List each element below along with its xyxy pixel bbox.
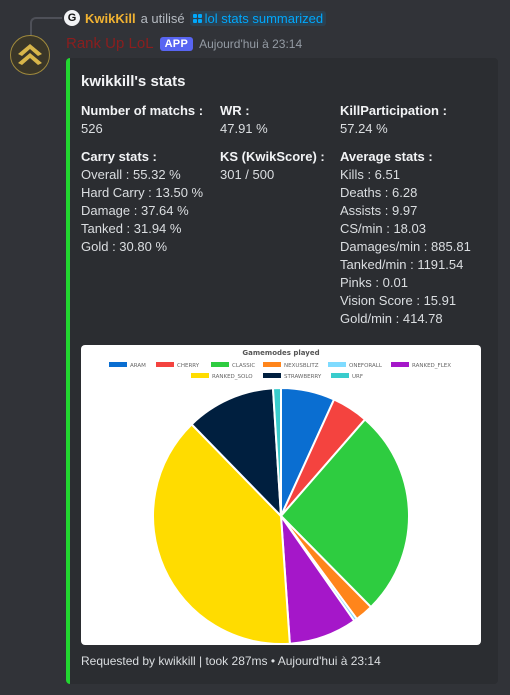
field-matches-value: 526 xyxy=(81,121,103,136)
field-wr-name: WR : xyxy=(220,103,250,118)
field-kp: KillParticipation : 57.24 % xyxy=(340,102,447,138)
field-average: Average stats : Kills : 6.51 Deaths : 6.… xyxy=(340,148,471,328)
legend-label: CLASSIC xyxy=(232,363,255,369)
app-badge: APP xyxy=(159,36,194,51)
gamemodes-pie-chart: Gamemodes played ARAM CHERRY CLASSIC NEXUSB… xyxy=(109,349,451,645)
legend-entry: STRAWBERRY xyxy=(263,373,322,380)
legend-swatch xyxy=(211,362,229,367)
legend-label: RANKED_SOLO xyxy=(212,374,253,380)
field-average-name: Average stats : xyxy=(340,149,433,164)
pie-slice-urf xyxy=(271,386,282,517)
reply-preview[interactable]: G KwikKill a utilisé lol stats summarize… xyxy=(64,9,327,27)
legend-swatch xyxy=(156,362,174,367)
carry-line: Overall : 55.32 % xyxy=(81,167,181,182)
field-carry-name: Carry stats : xyxy=(81,149,157,164)
chart-legend: ARAM CHERRY CLASSIC NEXUSBLITZ ONEFORALL RANK… xyxy=(109,362,451,380)
slash-command-link[interactable]: lol stats summarized xyxy=(189,10,327,26)
field-wr: WR : 47.91 % xyxy=(220,102,268,138)
legend-entry: CHERRY xyxy=(156,362,200,369)
carry-line: Hard Carry : 13.50 % xyxy=(81,185,204,200)
legend-entry: CLASSIC xyxy=(211,362,255,369)
reply-avatar[interactable]: G xyxy=(64,10,80,26)
bot-username[interactable]: Rank Up LoL xyxy=(66,35,154,52)
embed-footer: Requested by kwikkill | took 287ms • Auj… xyxy=(81,654,381,668)
avg-line: Gold/min : 414.78 xyxy=(340,311,443,326)
avg-line: CS/min : 18.03 xyxy=(340,221,426,236)
avg-line: Deaths : 6.28 xyxy=(340,185,418,200)
legend-label: STRAWBERRY xyxy=(284,374,322,380)
legend-entry: RANKED_SOLO xyxy=(191,373,253,380)
pie-slices xyxy=(152,386,410,645)
legend-swatch xyxy=(263,362,281,367)
reply-action-text: a utilisé xyxy=(140,10,185,26)
field-kp-value: 57.24 % xyxy=(340,121,388,136)
pie-slice-classic xyxy=(279,418,410,609)
avg-line: Damages/min : 885.81 xyxy=(340,239,471,254)
avg-line: Tanked/min : 1191.54 xyxy=(340,257,464,272)
field-wr-value: 47.91 % xyxy=(220,121,268,136)
reply-connector xyxy=(30,17,62,37)
command-name[interactable]: lol stats summarized xyxy=(204,10,324,26)
legend-label: CHERRY xyxy=(177,363,200,369)
legend-swatch xyxy=(263,373,281,378)
carry-line: Gold : 30.80 % xyxy=(81,239,167,254)
legend-entry: RANKED_FLEX xyxy=(391,362,451,369)
avg-line: Vision Score : 15.91 xyxy=(340,293,457,308)
field-matches: Number of matchs : 526 xyxy=(81,102,203,138)
reply-username[interactable]: KwikKill xyxy=(85,10,136,26)
message-header: Rank Up LoL APP Aujourd'hui à 23:14 xyxy=(66,35,302,52)
legend-swatch xyxy=(328,362,346,367)
rank-emblem-icon xyxy=(18,44,42,65)
field-carry: Carry stats : Overall : 55.32 % Hard Car… xyxy=(81,148,203,256)
legend-label: ARAM xyxy=(130,363,146,369)
carry-line: Tanked : 31.94 % xyxy=(81,221,182,236)
chart-title: Gamemodes played xyxy=(242,349,319,357)
legend-entry: ONEFORALL xyxy=(328,362,383,369)
avg-line: Assists : 9.97 xyxy=(340,203,418,218)
stats-embed: kwikkill's stats Number of matchs : 526 … xyxy=(66,58,498,684)
avg-line: Kills : 6.51 xyxy=(340,167,400,182)
field-matches-name: Number of matchs : xyxy=(81,103,204,118)
pie-slice-strawberry xyxy=(190,387,283,519)
legend-entry: NEXUSBLITZ xyxy=(263,362,319,369)
legend-label: NEXUSBLITZ xyxy=(284,363,319,369)
field-ks-value: 301 / 500 xyxy=(220,167,275,182)
gamemodes-chart-image[interactable]: Gamemodes played ARAM CHERRY CLASSIC NEXUSB… xyxy=(81,345,481,645)
legend-entry: URF xyxy=(331,373,363,380)
avg-line: Pinks : 0.01 xyxy=(340,275,408,290)
legend-label: RANKED_FLEX xyxy=(412,363,451,369)
legend-label: URF xyxy=(352,374,363,380)
legend-entry: ARAM xyxy=(109,362,146,369)
carry-line: Damage : 37.64 % xyxy=(81,203,189,218)
embed-title: kwikkill's stats xyxy=(81,73,186,90)
field-ks-name: KS (KwikScore) : xyxy=(220,149,325,164)
legend-swatch xyxy=(391,362,409,367)
legend-swatch xyxy=(191,373,209,378)
legend-label: ONEFORALL xyxy=(349,363,383,369)
pie-slice-ranked-solo xyxy=(152,422,291,645)
message-timestamp[interactable]: Aujourd'hui à 23:14 xyxy=(199,36,303,51)
legend-swatch xyxy=(109,362,127,367)
field-kp-name: KillParticipation : xyxy=(340,103,447,118)
bot-avatar[interactable] xyxy=(10,35,50,75)
command-icon xyxy=(192,13,202,23)
legend-swatch xyxy=(331,373,349,378)
field-ks: KS (KwikScore) : 301 / 500 xyxy=(220,148,325,184)
